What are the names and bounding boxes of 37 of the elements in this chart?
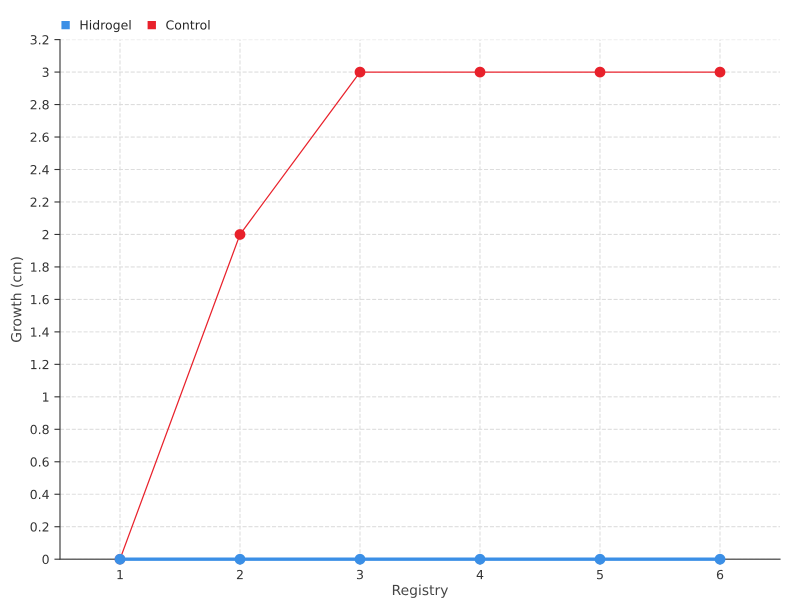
y-tick-label: 2.4 <box>30 164 49 174</box>
y-tick-label: 1.8 <box>31 262 49 272</box>
y-tick-label: 0.4 <box>30 490 49 500</box>
point <box>474 66 486 78</box>
x-tick-label: 4 <box>476 570 484 580</box>
y-tick-label: 0 <box>42 554 49 564</box>
y-tick-label: 1.4 <box>31 328 49 337</box>
y-tick-label: 3.2 <box>30 35 48 45</box>
y-tick-label: 2.8 <box>30 100 49 110</box>
x-tick-label: 1 <box>117 570 123 580</box>
y-axis-title: Growth (cm) <box>10 257 24 342</box>
legend-label: Hidrogel <box>80 20 131 32</box>
point <box>354 554 366 565</box>
point <box>234 229 246 240</box>
y-tick-label: 0.6 <box>30 457 49 467</box>
point <box>714 554 726 565</box>
x-tick-label: 5 <box>596 570 603 580</box>
x-axis-title: Registry <box>392 584 448 598</box>
y-tick-label: 2.2 <box>30 197 48 207</box>
y-tick-label: 2.6 <box>30 132 49 142</box>
point <box>594 66 606 78</box>
point <box>354 66 366 78</box>
y-tick-label: 1 <box>43 392 48 402</box>
x-tick-label: 2 <box>236 570 243 580</box>
y-tick-label: 1.2 <box>31 360 48 370</box>
point <box>714 66 726 78</box>
y-tick-label: 2 <box>42 230 48 240</box>
y-tick-label: 3 <box>42 68 49 77</box>
point <box>234 554 246 565</box>
legend-label: Control <box>166 20 210 30</box>
x-tick-label: 6 <box>716 570 724 580</box>
y-tick-label: 0.8 <box>30 424 49 434</box>
y-tick-label: 0.2 <box>30 522 48 532</box>
x-tick-label: 3 <box>356 570 363 580</box>
y-tick-label: 1.6 <box>31 294 49 304</box>
point <box>594 554 606 565</box>
point <box>474 554 486 565</box>
